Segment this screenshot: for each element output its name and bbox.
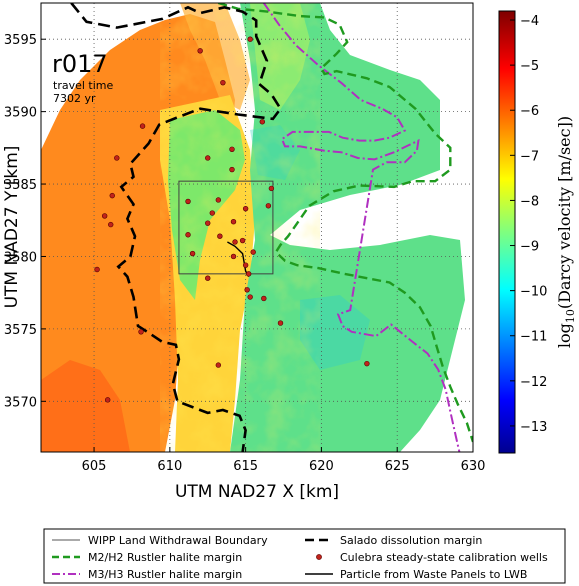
m3h3-margin-line (262, 3, 461, 452)
well-marker (209, 210, 215, 216)
well-marker (104, 397, 111, 403)
colorbar-tick-label: −12 (520, 375, 547, 390)
x-tick-label: 620 (309, 459, 334, 474)
y-axis-ticks: 3570 3575 3580 3585 3590 3595 (4, 33, 46, 410)
velocity-field (41, 3, 465, 452)
well-marker (230, 253, 237, 260)
particle-path (227, 241, 250, 278)
well-marker (138, 329, 144, 335)
y-tick-label: 3595 (4, 33, 37, 48)
well-marker (229, 146, 235, 152)
y-axis-label: UTM NAD27 Y [km] (2, 146, 22, 309)
colorbar-tick-label: −11 (520, 330, 547, 345)
well-marker (108, 221, 114, 228)
plot-frame (40, 2, 474, 453)
legend-wells-label: Culebra steady-state calibration wells (340, 551, 548, 564)
legend-particle-label: Particle from Waste Panels to LWB (340, 568, 527, 581)
colorbar (498, 10, 516, 454)
well-marker (250, 249, 256, 255)
well-marker (242, 205, 249, 212)
y-tick-label: 3580 (4, 250, 37, 265)
well-marker (239, 237, 246, 244)
well-marker (242, 262, 249, 268)
colorbar-tick-label: −10 (520, 285, 547, 300)
colorbar-label: log10(Darcy velocity [m/sec]) (555, 116, 577, 348)
legend-box (43, 528, 566, 584)
x-tick-label: 610 (157, 459, 182, 474)
x-axis-ticks: 605 610 615 620 625 630 (82, 447, 486, 474)
y-tick-label: 3585 (4, 178, 37, 193)
legend-m2h2-label: M2/H2 Rustler halite margin (88, 551, 242, 564)
well-marker (114, 155, 120, 161)
run-label: r017 (52, 50, 108, 78)
legend-wipp-label: WIPP Land Withdrawal Boundary (88, 534, 268, 547)
well-marker (268, 185, 275, 192)
y-tick-label: 3575 (4, 323, 37, 338)
field-texture (160, 3, 320, 452)
salado-margin-line (70, 3, 283, 452)
colorbar-tick-label: −7 (520, 149, 539, 164)
well-marker (230, 219, 237, 225)
well-marker (232, 239, 238, 245)
y-tick-label: 3590 (4, 106, 37, 121)
m2h2-margin-line (217, 3, 473, 443)
well-marker (245, 271, 252, 277)
well-marker (101, 213, 108, 219)
y-tick-label: 3570 (4, 395, 37, 410)
colorbar-tick-label: −13 (520, 420, 547, 435)
legend: WIPP Land Withdrawal Boundary M2/H2 Rust… (43, 528, 566, 584)
x-tick-label: 615 (233, 459, 258, 474)
well-marker (259, 119, 266, 125)
x-tick-label: 630 (461, 459, 486, 474)
travel-time-value: 7302 yr (53, 92, 96, 105)
colorbar-tick-label: −9 (520, 240, 539, 255)
travel-time-label: travel time (53, 79, 113, 92)
x-axis-label: UTM NAD27 X [km] (175, 482, 339, 502)
legend-wells-swatch (316, 554, 322, 560)
well-marker (205, 155, 211, 161)
colorbar-tick-label: −8 (520, 194, 539, 209)
x-tick-label: 605 (82, 459, 107, 474)
well-marker (217, 233, 223, 239)
colorbar-tick-label: −5 (520, 59, 539, 74)
well-marker (205, 275, 211, 281)
colorbar-tick-label: −4 (520, 14, 539, 29)
well-marker (277, 320, 284, 326)
field-red-strip (41, 360, 130, 452)
well-marker (364, 360, 370, 367)
well-marker (261, 295, 267, 302)
well-marker (94, 266, 100, 273)
x-tick-label: 625 (385, 459, 410, 474)
well-marker (215, 362, 222, 368)
well-marker (185, 198, 191, 205)
legend-m3h3-label: M3/H3 Rustler halite margin (88, 568, 242, 581)
well-marker (189, 250, 196, 257)
well-marker (109, 192, 115, 199)
well-marker (247, 36, 253, 42)
colorbar-tick-label: −6 (520, 104, 539, 119)
well-marker (244, 287, 250, 293)
well-marker (205, 220, 211, 226)
well-marker (197, 48, 203, 54)
legend-salado-label: Salado dissolution margin (340, 534, 482, 547)
well-marker (185, 232, 191, 238)
well-marker (215, 197, 222, 203)
wipp-boundary-box (178, 180, 274, 275)
well-marker (220, 79, 226, 86)
wells-layer (94, 36, 370, 403)
grid (41, 3, 473, 452)
well-marker (229, 166, 235, 173)
well-marker (265, 203, 272, 209)
well-marker (139, 123, 146, 129)
well-marker (247, 294, 253, 300)
colorbar-ticks: −4 −5 −6 −7 −8 −9 −10 −11 −12 −13 (510, 14, 547, 435)
